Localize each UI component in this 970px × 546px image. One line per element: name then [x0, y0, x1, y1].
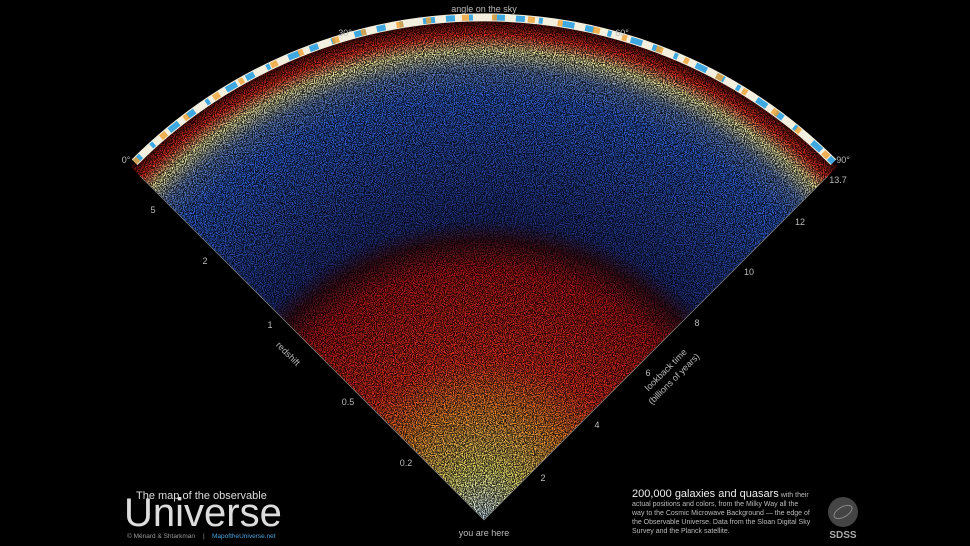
description: 200,000 galaxies and quasars with their …: [632, 488, 812, 536]
right-axis: [483, 175, 829, 521]
redshift-tick: 0.2: [400, 458, 413, 468]
lookback-tick: 10: [744, 267, 754, 277]
brand-tagline: The map of the observable: [136, 490, 267, 502]
angle-tick: 30°: [338, 28, 352, 38]
redshift-title: redshift: [274, 340, 302, 368]
angle-tick: 90°: [836, 155, 850, 165]
brand-credit: © Ménard & Shtarkman: [127, 532, 195, 540]
angle-tick: 0°: [122, 155, 131, 165]
description-body: with their actual positions and colors, …: [632, 492, 811, 535]
lookback-tick: 8: [694, 318, 699, 328]
sdss-logo-text: SDSS: [829, 530, 857, 541]
brand-separator: |: [203, 533, 205, 540]
redshift-tick: 5: [150, 205, 155, 215]
galaxy-glow: [130, 19, 838, 521]
redshift-tick: 1: [267, 320, 272, 330]
sdss-logo-mark: [828, 497, 858, 527]
left-axis: [139, 175, 485, 521]
lookback-tick: 6: [645, 368, 650, 378]
lookback-tick: 12: [795, 217, 805, 227]
redshift-tick: 0.5: [342, 397, 355, 407]
sdss-logo-ring: [833, 504, 853, 520]
brand-url[interactable]: MapoftheUniverse.net: [212, 533, 276, 540]
lookback-tick: 2: [540, 473, 545, 483]
angle-axis-title: angle on the sky: [451, 4, 517, 14]
cmb-pattern: [132, 14, 836, 165]
angle-tick: 60°: [615, 28, 629, 38]
lookback-tick: 13.7: [829, 175, 847, 185]
brand-title: Universe: [124, 491, 282, 535]
description-headline: 200,000 galaxies and quasars: [632, 488, 779, 500]
origin-label: you are here: [459, 528, 510, 538]
lookback-tick: 4: [594, 420, 599, 430]
redshift-tick: 2: [202, 256, 207, 266]
